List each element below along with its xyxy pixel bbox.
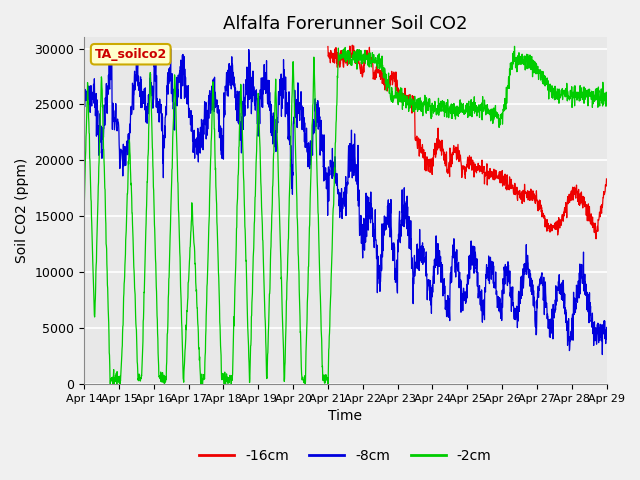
-16cm — [486, 166, 494, 171]
Text: TA_soilco2: TA_soilco2 — [95, 48, 167, 61]
-2cm — [603, 94, 611, 99]
-16cm — [349, 42, 356, 48]
-16cm — [502, 182, 509, 188]
-16cm — [536, 197, 543, 203]
Line: -8cm: -8cm — [84, 45, 607, 355]
Legend: -16cm, -8cm, -2cm: -16cm, -8cm, -2cm — [193, 443, 497, 468]
-8cm — [108, 70, 115, 75]
-8cm — [588, 317, 595, 323]
Title: Alfalfa Forerunner Soil CO2: Alfalfa Forerunner Soil CO2 — [223, 15, 468, 33]
-8cm — [598, 352, 606, 358]
-8cm — [321, 171, 328, 177]
Line: -2cm: -2cm — [84, 46, 607, 384]
-2cm — [80, 203, 88, 209]
-2cm — [335, 45, 342, 51]
-8cm — [492, 269, 500, 275]
-2cm — [588, 88, 595, 94]
-2cm — [107, 377, 115, 383]
-16cm — [493, 175, 501, 181]
-16cm — [592, 236, 600, 241]
-8cm — [80, 89, 88, 95]
-8cm — [603, 324, 611, 330]
-2cm — [110, 381, 118, 387]
-16cm — [603, 176, 611, 182]
-8cm — [335, 187, 342, 192]
-2cm — [492, 111, 500, 117]
Y-axis label: Soil CO2 (ppm): Soil CO2 (ppm) — [15, 158, 29, 264]
-8cm — [588, 318, 595, 324]
-16cm — [341, 59, 349, 65]
-2cm — [321, 380, 328, 386]
X-axis label: Time: Time — [328, 409, 362, 423]
-16cm — [324, 44, 332, 49]
-16cm — [564, 201, 572, 206]
Line: -16cm: -16cm — [328, 45, 607, 239]
-2cm — [511, 43, 518, 49]
-8cm — [106, 42, 114, 48]
-2cm — [588, 94, 596, 99]
